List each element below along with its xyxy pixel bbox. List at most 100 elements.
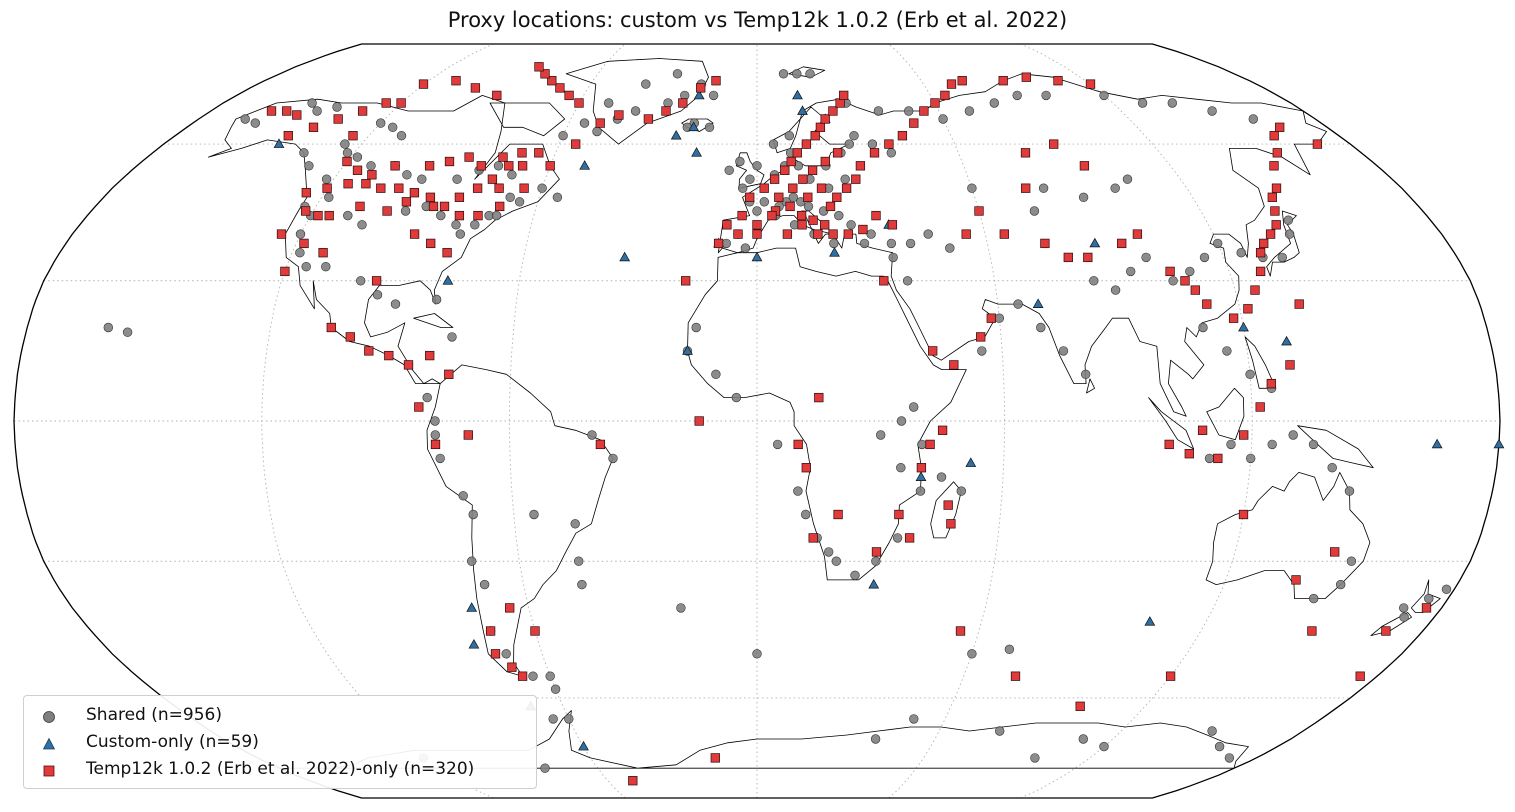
shared-point xyxy=(356,276,366,286)
shared-point xyxy=(903,106,914,116)
temp12k-point xyxy=(801,463,811,473)
custom-point xyxy=(466,602,478,612)
temp12k-point xyxy=(999,229,1009,239)
shared-point xyxy=(240,114,250,124)
chart-title: Proxy locations: custom vs Temp12k 1.0.2… xyxy=(447,8,1068,32)
temp12k-point xyxy=(530,626,540,636)
temp12k-point xyxy=(394,183,404,193)
temp12k-point xyxy=(425,350,435,361)
shared-point xyxy=(740,243,751,253)
temp12k-point xyxy=(364,346,374,356)
temp12k-point xyxy=(661,106,671,116)
uk-coast xyxy=(735,152,765,189)
shared-point xyxy=(430,416,440,426)
shared-point xyxy=(1110,285,1121,295)
shared-point xyxy=(792,69,802,79)
temp12k-point xyxy=(785,201,795,212)
temp12k-point xyxy=(1190,285,1200,295)
temp12k-point xyxy=(352,165,363,175)
temp12k-point xyxy=(643,114,654,124)
temp12k-point xyxy=(390,161,400,171)
shared-point xyxy=(989,98,999,108)
shared-point xyxy=(343,210,353,221)
temp12k-point xyxy=(1079,161,1090,171)
shared-point xyxy=(550,684,561,694)
shared-point xyxy=(422,392,432,403)
shared-point xyxy=(1212,238,1223,249)
temp12k-point xyxy=(504,161,514,171)
temp12k-point xyxy=(782,229,793,239)
custom-point xyxy=(693,89,705,100)
svalbard-coast xyxy=(788,66,826,78)
temp12k-point xyxy=(1271,220,1281,230)
shared-point xyxy=(122,327,133,337)
custom-point xyxy=(868,578,880,589)
shared-point xyxy=(452,174,462,184)
shared-point xyxy=(1167,98,1178,108)
shared-point xyxy=(1012,90,1022,101)
custom-point xyxy=(1089,237,1101,248)
shared-point xyxy=(479,579,490,590)
shared-point xyxy=(1335,579,1346,590)
shared-point xyxy=(468,509,478,520)
shared-point xyxy=(1125,266,1136,277)
shared-point xyxy=(1248,114,1259,124)
shared-point xyxy=(301,262,311,272)
temp12k-point xyxy=(946,519,956,529)
shared-point xyxy=(964,106,975,116)
baffin-coast xyxy=(489,102,566,137)
temp12k-point xyxy=(534,62,544,72)
shared-point xyxy=(866,229,876,239)
shared-point xyxy=(805,69,815,79)
shared-point xyxy=(603,98,614,108)
temp12k-point xyxy=(1021,183,1031,193)
temp12k-point xyxy=(769,174,780,184)
shared-point xyxy=(295,248,305,258)
temp12k-point xyxy=(1213,453,1223,464)
shared-point xyxy=(1099,90,1109,101)
shared-point xyxy=(332,102,342,112)
custom-point xyxy=(670,129,682,140)
temp12k-point xyxy=(342,156,352,167)
shared-point xyxy=(1214,741,1225,752)
temp12k-point xyxy=(955,626,966,636)
temp12k-point xyxy=(696,83,706,93)
shared-point xyxy=(870,734,881,744)
shared-point xyxy=(936,472,947,482)
temp12k-point xyxy=(1040,238,1050,249)
shared-point xyxy=(1204,453,1215,464)
temp12k-point xyxy=(1180,276,1190,286)
shared-point xyxy=(1041,90,1051,101)
temp12k-point xyxy=(1275,122,1285,132)
temp12k-point xyxy=(519,183,529,193)
shared-point xyxy=(923,229,933,239)
temp12k-point xyxy=(428,201,439,212)
temp12k-point xyxy=(774,192,784,202)
custom-point xyxy=(1281,335,1292,346)
temp12k-point xyxy=(843,229,853,239)
shared-point xyxy=(1245,453,1256,464)
shared-point xyxy=(724,165,734,176)
shared-point xyxy=(447,332,457,342)
custom-point xyxy=(691,147,702,157)
temp12k-point xyxy=(752,220,762,230)
temp12k-point xyxy=(1165,266,1175,277)
shared-point xyxy=(564,714,574,724)
shared-point xyxy=(788,192,798,203)
shared-point xyxy=(829,238,839,249)
shared-point xyxy=(250,118,261,128)
custom-point xyxy=(1431,438,1443,449)
temp12k-point xyxy=(858,224,868,235)
temp12k-point xyxy=(571,139,581,149)
custom-point xyxy=(1032,298,1044,308)
shared-point xyxy=(1308,439,1319,450)
temp12k-point xyxy=(376,183,386,193)
temp12k-point xyxy=(1083,252,1093,263)
shared-point xyxy=(324,192,334,203)
temp12k-point xyxy=(425,192,436,202)
temp12k-point xyxy=(904,533,915,543)
temp12k-point xyxy=(832,148,843,158)
shared-point xyxy=(545,671,555,681)
temp12k-point xyxy=(266,106,277,116)
shared-point xyxy=(850,570,860,580)
